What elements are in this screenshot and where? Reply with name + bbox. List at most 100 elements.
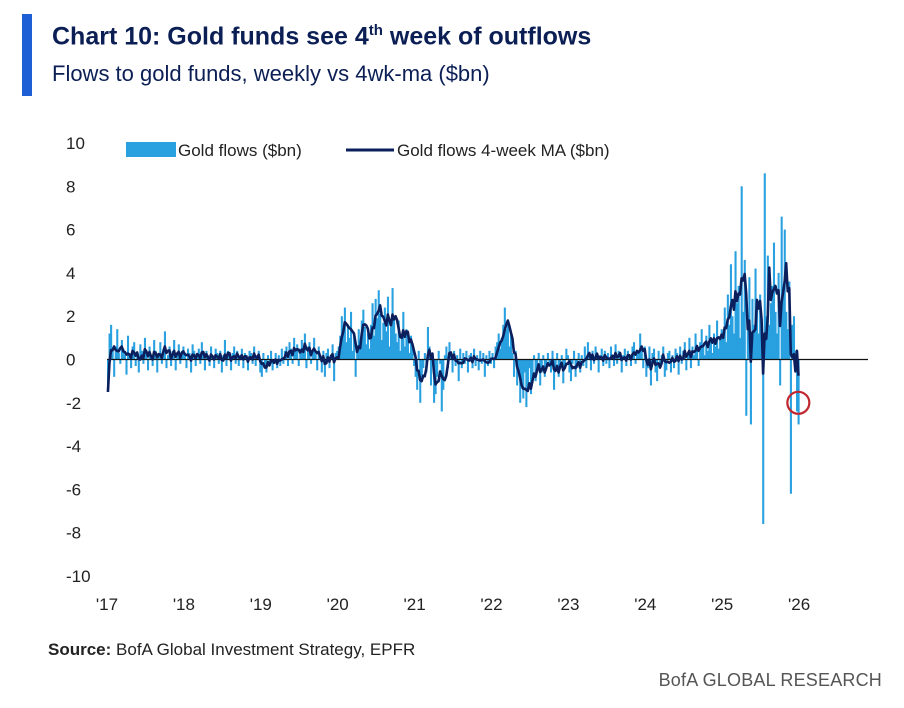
brand-footer: BofA GLOBAL RESEARCH xyxy=(658,670,882,690)
bar-weekly-flow xyxy=(233,346,236,360)
bar-weekly-flow xyxy=(637,353,640,360)
bar-weekly-flow xyxy=(711,353,714,360)
bar-weekly-flow xyxy=(286,359,290,366)
chart-title: Chart 10: Gold funds see 4th week of out… xyxy=(52,22,591,51)
bar-weekly-flow xyxy=(389,327,393,360)
bar-weekly-flow xyxy=(662,346,665,360)
bar-weekly-flow xyxy=(602,359,605,366)
bar-weekly-flow xyxy=(383,307,386,360)
bar-weekly-flow xyxy=(768,324,771,360)
bar-weekly-flow xyxy=(170,359,173,366)
bar-weekly-flow xyxy=(566,355,569,360)
bar-weekly-flow xyxy=(123,355,126,360)
bar-weekly-flow xyxy=(709,342,712,360)
bar-weekly-flow xyxy=(260,359,263,377)
bar-weekly-flow xyxy=(376,318,379,360)
bar-weekly-flow xyxy=(736,303,739,360)
bar-weekly-flow xyxy=(476,355,479,360)
bar-weekly-flow xyxy=(659,359,662,366)
bar-weekly-flow xyxy=(386,296,389,360)
y-tick-label: -6 xyxy=(66,480,81,499)
bar-weekly-flow xyxy=(577,353,580,360)
bar-weekly-flow xyxy=(479,350,482,360)
bar-weekly-flow xyxy=(116,329,119,360)
bar-weekly-flow xyxy=(600,348,603,360)
bar-weekly-flow xyxy=(259,359,262,373)
bar-weekly-flow xyxy=(242,359,245,369)
bar-weekly-flow xyxy=(783,229,786,360)
bar-weekly-flow xyxy=(663,359,666,377)
bar-weekly-flow xyxy=(397,320,400,360)
bar-weekly-flow xyxy=(280,348,283,360)
bar-weekly-flow xyxy=(756,307,759,360)
bar-weekly-flow xyxy=(379,314,382,360)
x-tick-label: '17 xyxy=(96,595,118,614)
bar-weekly-flow xyxy=(546,353,549,360)
bar-weekly-flow xyxy=(145,353,148,360)
bar-weekly-flow xyxy=(639,333,642,360)
bar-weekly-flow xyxy=(751,298,754,360)
bar-weekly-flow xyxy=(342,329,345,360)
bar-weekly-flow xyxy=(413,359,416,366)
bar-weekly-flow xyxy=(665,359,668,371)
bar-weekly-flow xyxy=(493,359,496,369)
bar-weekly-flow xyxy=(651,353,654,360)
bar-weekly-flow xyxy=(416,359,419,390)
ma-series-line xyxy=(106,261,800,393)
bar-weekly-flow xyxy=(482,353,485,360)
latest-week-highlight-circle xyxy=(786,390,811,415)
bar-weekly-flow xyxy=(274,353,277,360)
bar-weekly-flow xyxy=(166,355,170,360)
gold-flows-chart: 10 8 6 4 2 0 -2 -4 -6 -8 -10 '17 '18 '19 '20 '21 '22 '23… xyxy=(66,134,868,614)
bar-weekly-flow xyxy=(542,355,545,360)
bar-weekly-flow xyxy=(354,359,357,377)
chart-title-suffix: week of outflows xyxy=(382,22,592,51)
chart-title-prefix: Chart 10: Gold funds see 4 xyxy=(52,22,369,51)
bar-weekly-flow xyxy=(326,348,330,360)
y-tick-label: 4 xyxy=(66,264,75,283)
bar-weekly-flow xyxy=(556,353,559,360)
bar-weekly-flow xyxy=(440,359,443,412)
bar-weekly-flow xyxy=(350,311,353,360)
bar-weekly-flow xyxy=(156,359,159,373)
bar-weekly-flow xyxy=(306,346,310,360)
bar-weekly-flow xyxy=(130,359,133,369)
bar-weekly-flow xyxy=(122,348,125,360)
bar-weekly-flow xyxy=(159,342,162,360)
bar-weekly-flow xyxy=(200,342,203,360)
bar-weekly-flow xyxy=(782,294,785,360)
bar-weekly-flow xyxy=(210,346,213,360)
bar-weekly-flow xyxy=(365,344,368,360)
bar-weekly-flow xyxy=(380,340,383,360)
bar-weekly-flow xyxy=(471,359,474,369)
bar-weekly-flow xyxy=(282,359,285,364)
bar-weekly-flow xyxy=(299,348,302,360)
bar-weekly-flow xyxy=(420,359,423,382)
bar-weekly-flow xyxy=(366,333,369,360)
x-tick-label: '21 xyxy=(404,595,426,614)
bar-weekly-flow xyxy=(220,359,223,373)
bar-weekly-flow xyxy=(165,359,168,369)
bar-weekly-flow xyxy=(439,359,442,364)
y-tick-label: -10 xyxy=(66,567,91,586)
bar-weekly-flow xyxy=(139,344,142,360)
bar-weekly-flow xyxy=(569,359,573,382)
x-tick-label: '23 xyxy=(557,595,579,614)
bar-weekly-flow xyxy=(697,359,700,366)
bar-weekly-flow xyxy=(719,340,722,360)
bar-weekly-flow xyxy=(568,359,571,373)
bar-weekly-flow xyxy=(763,173,766,360)
bar-weekly-flow xyxy=(374,298,377,360)
y-tick-label: -8 xyxy=(66,524,81,543)
bar-weekly-flow xyxy=(357,329,360,360)
bar-weekly-flow xyxy=(445,346,448,360)
bar-weekly-flow xyxy=(399,350,402,360)
bar-weekly-flow xyxy=(786,329,789,360)
bar-weekly-flow xyxy=(540,359,543,373)
source-note: Source: BofA Global Investment Strategy,… xyxy=(48,640,415,660)
bar-weekly-flow xyxy=(437,350,440,360)
bar-weekly-flow xyxy=(436,359,439,377)
bar-weekly-flow xyxy=(336,350,339,360)
bar-weekly-flow xyxy=(722,333,725,360)
bar-weekly-flow xyxy=(689,359,692,369)
